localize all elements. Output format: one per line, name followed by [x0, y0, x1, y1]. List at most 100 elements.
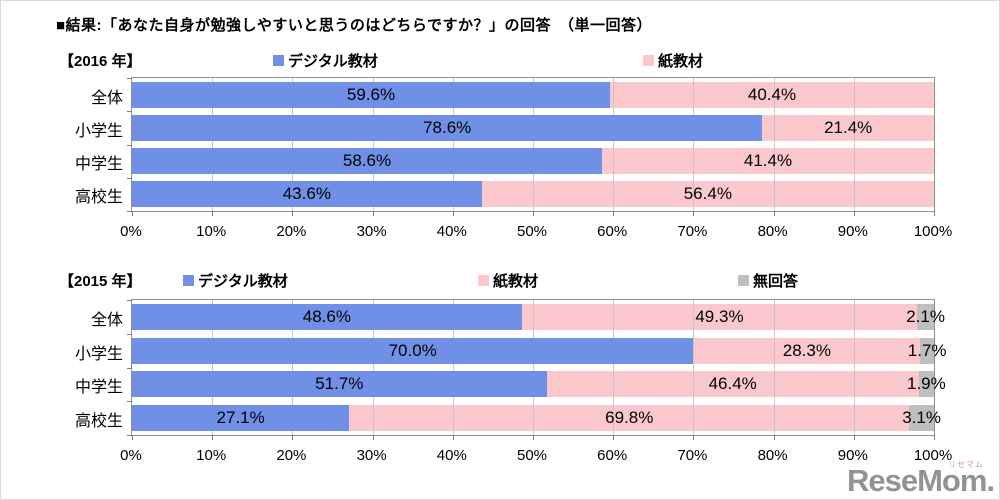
- axis-tick: [292, 435, 294, 440]
- bar-value-label: 2.1%: [906, 306, 945, 326]
- x-axis-label: 30%: [356, 223, 387, 240]
- axis-tick: [132, 211, 133, 216]
- x-axis-label: 100%: [913, 223, 953, 240]
- legend-item-paper: 紙教材: [478, 270, 538, 291]
- x-axis-label: 20%: [276, 447, 307, 464]
- x-axis-label: 0%: [120, 223, 142, 240]
- axis-tick: [292, 211, 294, 216]
- category-tick: [127, 401, 132, 403]
- gridline: [292, 300, 294, 435]
- axis-tick: [533, 435, 534, 440]
- bar-segment: [601, 148, 934, 175]
- x-axis-label: 0%: [120, 447, 142, 464]
- category-tick: [127, 78, 132, 79]
- category-tick: [127, 177, 132, 179]
- x-axis-label: 50%: [516, 447, 548, 464]
- gridline: [292, 78, 294, 211]
- bar-segment: [132, 371, 547, 398]
- gridline: [853, 300, 855, 435]
- gridline: [533, 300, 534, 435]
- bar-value-label: 41.4%: [743, 151, 793, 171]
- bar-value-label: 69.8%: [605, 408, 654, 428]
- legend-item-digital: デジタル教材: [183, 270, 288, 291]
- legend-label: 紙教材: [493, 273, 539, 290]
- axis-tick: [934, 211, 935, 216]
- bar-value-label: 56.4%: [683, 184, 732, 204]
- axis-tick: [533, 211, 534, 216]
- bar-segment: [132, 148, 602, 175]
- bar-segment: [917, 303, 934, 330]
- gridline: [613, 78, 615, 211]
- bar-segment: [481, 181, 934, 208]
- gridline: [212, 300, 214, 435]
- gridline: [773, 78, 775, 211]
- x-axis-label: 70%: [677, 223, 708, 240]
- bar-value-label: 40.4%: [747, 84, 797, 104]
- gridline: [372, 300, 374, 435]
- bar-value-label: 43.6%: [282, 184, 331, 204]
- category-label: 高校生: [74, 413, 123, 431]
- bar-segment: [918, 371, 934, 398]
- x-axis-label: 70%: [677, 447, 708, 464]
- bar-segment: [693, 337, 921, 364]
- category-label: 小学生: [74, 345, 123, 363]
- x-axis-label: 10%: [196, 223, 227, 240]
- category-tick: [127, 333, 132, 335]
- gridline: [613, 300, 615, 435]
- gridline: [693, 78, 695, 211]
- bar-value-label: 51.7%: [315, 374, 364, 394]
- bar-segment: [349, 405, 910, 432]
- axis-tick: [693, 211, 695, 216]
- bar-value-label: 27.1%: [216, 408, 265, 428]
- category-tick: [127, 367, 132, 369]
- resemom-logo: リセマム ReseMom.: [846, 460, 995, 499]
- x-axis-label: 90%: [837, 447, 868, 464]
- bar-segment: [132, 81, 610, 108]
- gridline: [452, 300, 454, 435]
- category-tick: [127, 300, 132, 301]
- x-axis: 0% 10% 20% 30% 40% 50% 60% 70% 80% 90% 100%: [120, 223, 952, 241]
- axis-tick: [452, 211, 454, 216]
- resemom-logo-text: ReseMom.: [846, 463, 995, 498]
- axis-tick: [613, 435, 615, 440]
- gridline: [853, 78, 855, 211]
- bar-value-label: 48.6%: [302, 306, 351, 326]
- gridline: [693, 300, 695, 435]
- bar-segment: [132, 303, 522, 330]
- bar-value-label: 1.9%: [907, 374, 946, 394]
- gridline: [533, 78, 534, 211]
- bar-value-label: 1.7%: [907, 340, 947, 360]
- bar-segment: [521, 303, 918, 330]
- axis-tick: [853, 435, 855, 440]
- chart-header: 【2015 年】 デジタル教材 紙教材 無回答: [1, 267, 999, 293]
- bar-segment: [762, 114, 934, 141]
- bar-value-label: 21.4%: [824, 117, 873, 137]
- axis-tick: [132, 435, 133, 440]
- bar-value-label: 28.3%: [782, 340, 831, 360]
- legend-marker-icon: [478, 275, 489, 286]
- legend-marker-icon: [643, 55, 654, 66]
- axis-tick: [212, 211, 214, 216]
- x-axis-label: 100%: [913, 447, 953, 464]
- chart-year-label: 【2015 年】: [59, 273, 142, 290]
- chart-year-label: 【2016 年】: [59, 53, 142, 70]
- gridline: [372, 78, 374, 211]
- legend-item-paper: 紙教材: [643, 50, 703, 71]
- bar-segment: [609, 81, 934, 108]
- legend-label: デジタル教材: [288, 53, 378, 70]
- gridline: [452, 78, 454, 211]
- bar-value-label: 59.6%: [346, 84, 396, 104]
- bar-segment: [920, 337, 934, 364]
- gridline: [773, 300, 775, 435]
- bar-value-label: 58.6%: [342, 151, 392, 171]
- bar-segment: [132, 114, 763, 141]
- axis-tick: [613, 211, 615, 216]
- page-title: ■結果:「あなた自身が勉強しやすいと思うのはどちらですか？」の回答 （単一回答）: [56, 17, 652, 34]
- axis-tick: [212, 435, 214, 440]
- legend-label: デジタル教材: [198, 273, 288, 290]
- bar-segment: [132, 181, 482, 208]
- category-label: 高校生: [74, 189, 123, 207]
- bar-segment: [909, 405, 934, 432]
- category-tick: [127, 111, 132, 113]
